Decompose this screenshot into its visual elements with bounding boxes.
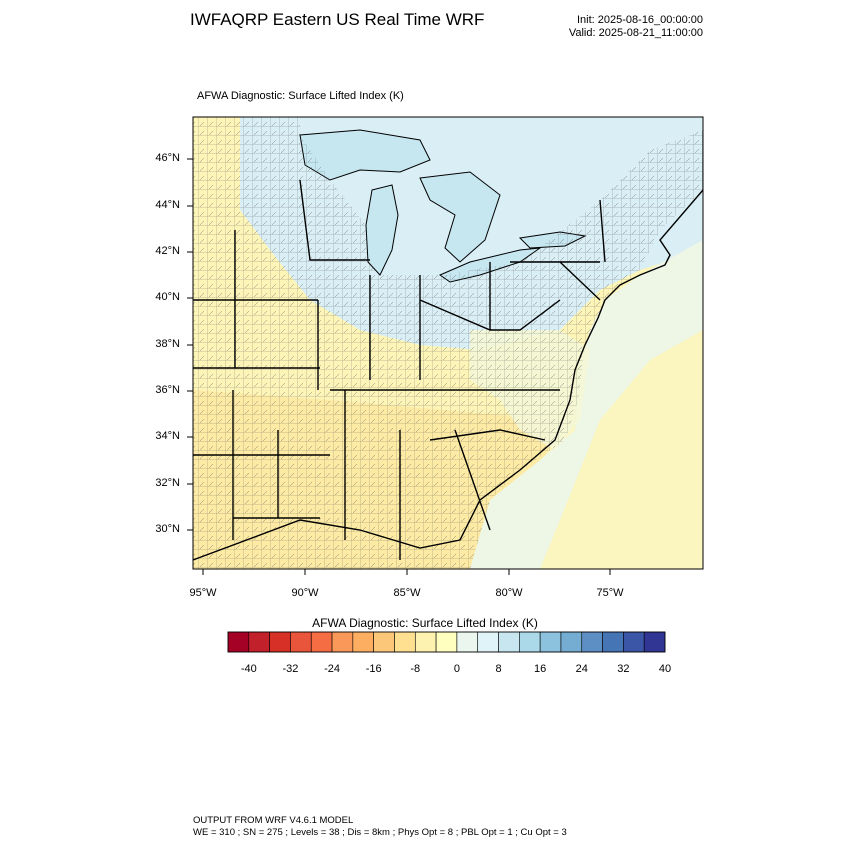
run-time-labels: Init: 2025-08-16_00:00:00 Valid: 2025-08… — [520, 14, 703, 40]
lat-label: 38°N — [155, 338, 180, 350]
state-boundaries — [193, 179, 606, 560]
colorbar-swatch — [248, 631, 270, 653]
colorbar-swatch — [498, 631, 520, 653]
lat-label: 44°N — [155, 199, 180, 211]
colorbar-swatch — [394, 631, 416, 653]
lat-label: 46°N — [155, 152, 180, 164]
lon-label: 85°W — [393, 587, 421, 599]
lon-label: 90°W — [291, 587, 319, 599]
county-boundaries — [193, 117, 703, 569]
colorbar-tick-label: -24 — [324, 663, 340, 675]
lat-ticks — [187, 158, 193, 531]
footer-config: WE = 310 ; SN = 275 ; Levels = 38 ; Dis … — [193, 827, 567, 838]
lake-michigan — [365, 184, 399, 276]
lon-label: 75°W — [596, 587, 624, 599]
map-field — [193, 117, 703, 569]
colorbar-swatch — [581, 631, 603, 653]
colorbar-swatch — [435, 631, 458, 653]
footer: OUTPUT FROM WRF V4.6.1 MODEL WE = 310 ; … — [193, 815, 567, 839]
colorbar-tick-label: 32 — [617, 663, 630, 675]
valid-time: Valid: 2025-08-21_11:00:00 — [568, 27, 703, 39]
colorbar-tick-label: -16 — [365, 663, 382, 675]
lake-huron — [419, 171, 501, 263]
lon-label: 80°W — [495, 587, 523, 599]
colorbar-swatch — [414, 631, 437, 653]
colorbar-swatch — [477, 631, 499, 653]
colorbar-swatches — [227, 631, 666, 653]
colorbar-swatch — [539, 631, 562, 653]
lat-label: 42°N — [155, 245, 180, 257]
main-title: IWFAQRP Eastern US Real Time WRF — [190, 10, 485, 29]
colorbar-swatch — [643, 631, 666, 653]
colorbar-tick-label: 40 — [658, 663, 672, 675]
colorbar-tick-label: 8 — [495, 663, 502, 675]
colorbar-swatch — [269, 631, 291, 653]
lat-label: 36°N — [155, 384, 180, 396]
colorbar-swatch — [227, 631, 250, 653]
init-time: Init: 2025-08-16_00:00:00 — [577, 14, 703, 26]
lon-label: 95°W — [189, 587, 217, 599]
colorbar-swatch — [623, 631, 645, 653]
map-frame — [192, 116, 704, 570]
colorbar-tick-label: 16 — [534, 663, 547, 675]
colorbar-tick-label: -32 — [282, 663, 299, 675]
lat-label: 32°N — [155, 477, 180, 489]
colorbar-swatch — [290, 631, 312, 653]
colorbar-tick-label: -8 — [410, 663, 421, 675]
colorbar-swatch — [310, 631, 333, 653]
colorbar-tick-label: 24 — [575, 663, 588, 675]
lat-label: 40°N — [155, 291, 180, 303]
colorbar-swatch — [331, 631, 354, 653]
colorbar-tick-label: 0 — [453, 663, 460, 675]
colorbar-frame — [227, 631, 666, 653]
colorbar-swatch — [602, 631, 624, 653]
ocean-warm — [540, 330, 703, 569]
lon-ticks — [202, 569, 611, 575]
plot-title: AFWA Diagnostic: Surface Lifted Index (K… — [197, 90, 404, 102]
colorbar-swatch — [373, 631, 395, 653]
lat-label: 34°N — [155, 430, 180, 442]
colorbar-tick-label: -40 — [240, 663, 257, 675]
footer-model: OUTPUT FROM WRF V4.6.1 MODEL — [193, 815, 354, 826]
colorbar-title: AFWA Diagnostic: Surface Lifted Index (K… — [312, 616, 538, 630]
coastline — [193, 189, 703, 561]
colorbar-swatch — [519, 631, 541, 653]
lat-label: 30°N — [155, 523, 180, 535]
colorbar-swatch — [560, 631, 583, 653]
colorbar-swatch — [352, 631, 374, 653]
colorbar-swatch — [456, 631, 479, 653]
